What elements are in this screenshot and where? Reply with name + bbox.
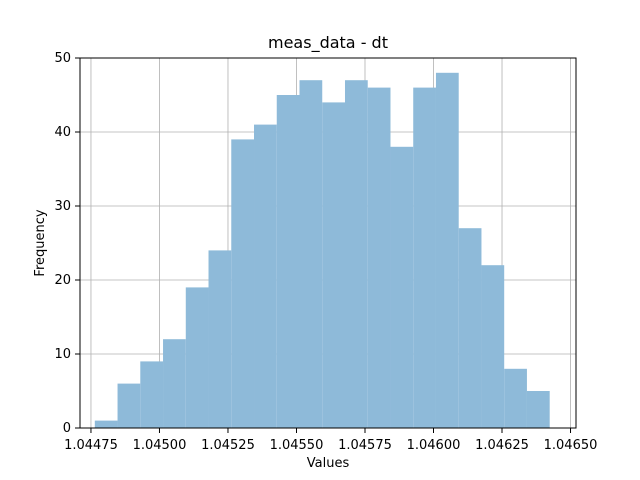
- histogram-bar: [413, 87, 436, 428]
- histogram-bar: [504, 368, 527, 428]
- x-tick-label: 1.04475: [64, 438, 118, 453]
- y-tick-label: 0: [63, 421, 71, 436]
- histogram-bar: [94, 420, 118, 428]
- y-tick-label: 20: [54, 273, 71, 288]
- histogram-bar: [254, 124, 277, 428]
- x-tick-label: 1.04500: [133, 438, 187, 453]
- chart-title: meas_data - dt: [268, 33, 388, 53]
- y-tick-label: 50: [54, 51, 71, 66]
- histogram-bar: [117, 383, 141, 428]
- plot-frame: [79, 57, 577, 429]
- histogram-bar: [367, 87, 391, 428]
- histogram-bar: [208, 250, 232, 428]
- y-axis-title: Frequency: [33, 209, 48, 276]
- histogram-bar: [435, 72, 459, 429]
- histogram-bar: [458, 228, 482, 428]
- x-axis-title: Values: [307, 456, 350, 471]
- histogram-bars: [94, 72, 550, 429]
- histogram-bar: [322, 102, 345, 429]
- histogram-bar: [276, 95, 300, 428]
- x-tick-label: 1.04625: [475, 438, 529, 453]
- y-tick-label: 30: [54, 199, 71, 214]
- histogram-bar: [344, 80, 368, 428]
- x-tick-label: 1.04525: [201, 438, 255, 453]
- histogram-bar: [526, 391, 550, 428]
- x-axis-ticks: 1.04475 1.04500 1.04525 1.04550 1.04575 1.046…: [64, 428, 597, 453]
- x-tick-label: 1.04600: [407, 438, 461, 453]
- y-tick-label: 40: [54, 125, 71, 140]
- histogram-bar: [231, 139, 255, 428]
- y-tick-label: 10: [54, 347, 71, 362]
- histogram-bar: [481, 265, 505, 428]
- x-tick-label: 1.04650: [544, 438, 598, 453]
- histogram-bar: [299, 80, 323, 428]
- x-tick-label: 1.04550: [270, 438, 324, 453]
- x-tick-label: 1.04575: [338, 438, 392, 453]
- histogram-bar: [163, 339, 186, 428]
- histogram-bar: [390, 146, 414, 429]
- histogram-bar: [140, 361, 164, 428]
- y-axis-ticks: 0 10 20 30 40 50: [54, 51, 80, 436]
- histogram-bar: [185, 287, 209, 428]
